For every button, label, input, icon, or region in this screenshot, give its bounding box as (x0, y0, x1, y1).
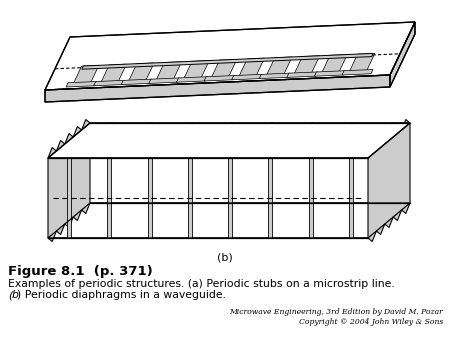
Polygon shape (48, 203, 410, 238)
Polygon shape (73, 65, 99, 84)
Polygon shape (66, 81, 97, 87)
Polygon shape (45, 75, 390, 102)
Polygon shape (349, 123, 395, 158)
Polygon shape (48, 123, 410, 158)
Polygon shape (67, 158, 71, 238)
Text: (: ( (8, 290, 12, 300)
Polygon shape (149, 78, 180, 83)
Polygon shape (100, 64, 126, 83)
Text: (b): (b) (217, 252, 233, 262)
Text: b: b (12, 290, 19, 300)
Text: ) Periodic diaphragms in a waveguide.: ) Periodic diaphragms in a waveguide. (17, 290, 226, 300)
Polygon shape (148, 158, 152, 238)
Polygon shape (342, 70, 373, 75)
Polygon shape (108, 123, 153, 158)
Polygon shape (390, 22, 415, 87)
Polygon shape (188, 123, 234, 158)
Text: Examples of periodic structures. (a) Periodic stubs on a microstrip line.: Examples of periodic structures. (a) Per… (8, 279, 395, 289)
Text: Copyright © 2004 John Wiley & Sons: Copyright © 2004 John Wiley & Sons (299, 318, 443, 326)
Polygon shape (45, 22, 415, 90)
Text: Microwave Engineering, 3rd Edition by David M. Pozar: Microwave Engineering, 3rd Edition by Da… (229, 308, 443, 316)
Polygon shape (156, 62, 182, 81)
Polygon shape (148, 123, 194, 158)
Polygon shape (268, 158, 272, 238)
Polygon shape (321, 54, 347, 74)
Polygon shape (309, 158, 313, 238)
Polygon shape (259, 73, 290, 79)
Polygon shape (204, 75, 235, 81)
Polygon shape (82, 53, 373, 69)
Polygon shape (121, 79, 152, 84)
Polygon shape (228, 123, 274, 158)
Polygon shape (108, 158, 112, 238)
Text: (a): (a) (217, 128, 233, 138)
Polygon shape (287, 72, 318, 77)
Polygon shape (176, 77, 207, 82)
Polygon shape (368, 120, 410, 241)
Polygon shape (294, 56, 320, 75)
Polygon shape (183, 61, 209, 80)
Polygon shape (349, 158, 353, 238)
Polygon shape (94, 80, 125, 86)
Polygon shape (232, 74, 263, 80)
Polygon shape (67, 123, 113, 158)
Polygon shape (48, 120, 90, 241)
Polygon shape (309, 123, 355, 158)
Polygon shape (268, 123, 315, 158)
Text: Figure 8.1  (p. 371): Figure 8.1 (p. 371) (8, 265, 153, 278)
Polygon shape (188, 158, 192, 238)
Polygon shape (211, 59, 237, 79)
Polygon shape (315, 71, 346, 76)
Polygon shape (266, 57, 292, 76)
Polygon shape (128, 63, 154, 82)
Polygon shape (349, 53, 375, 73)
Polygon shape (238, 58, 265, 77)
Polygon shape (228, 158, 232, 238)
